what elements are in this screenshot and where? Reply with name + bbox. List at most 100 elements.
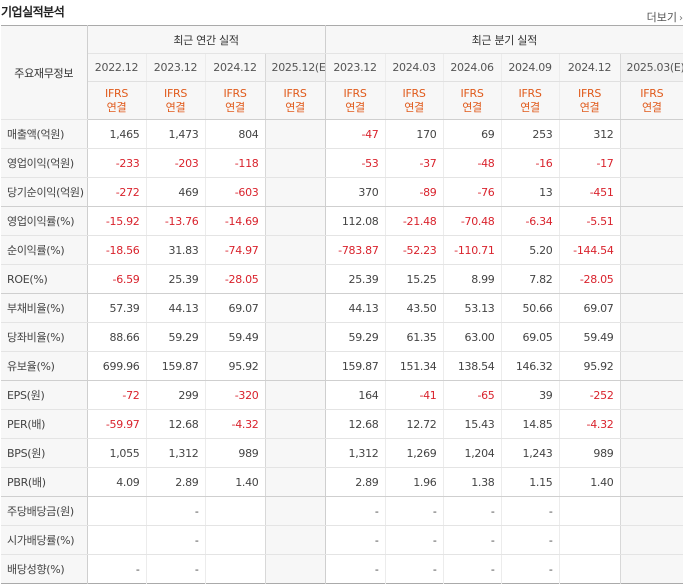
basis-quarterly-3: IFRS 연결 xyxy=(501,81,560,120)
table-cell xyxy=(265,119,326,149)
table-cell: - xyxy=(443,554,502,584)
table-cell: 7.82 xyxy=(501,264,560,294)
row-label: 배당성향(%) xyxy=(1,554,88,584)
period-quarterly-4: 2024.12 xyxy=(559,53,621,82)
table-cell: -15.92 xyxy=(87,206,147,236)
table-cell xyxy=(87,496,147,526)
more-label: 더보기 xyxy=(646,11,677,24)
table-row: PBR(배) 4.09 2.89 1.40 2.89 1.96 1.38 1.15 1.40 xyxy=(1,467,684,497)
period-annual-3: 2025.12(E) xyxy=(265,53,326,82)
table-cell: 4.09 xyxy=(87,467,147,497)
table-cell: -5.51 xyxy=(559,206,621,236)
row-label: 시가배당률(%) xyxy=(1,525,88,555)
table-cell: -18.56 xyxy=(87,235,147,265)
table-cell: 1.40 xyxy=(205,467,266,497)
basis-standard: IFRS xyxy=(518,86,542,100)
table-cell: 1,243 xyxy=(501,438,560,468)
table-cell: 69.07 xyxy=(205,293,266,323)
quarterly-group-label: 최근 분기 실적 xyxy=(325,25,684,54)
period-annual-1: 2023.12 xyxy=(146,53,206,82)
table-cell: 25.39 xyxy=(146,264,206,294)
table-cell: 15.43 xyxy=(443,409,502,439)
more-link[interactable]: 더보기 › xyxy=(647,9,683,25)
table-cell: -41 xyxy=(385,380,444,410)
table-cell xyxy=(87,525,147,555)
row-label: 주당배당금(원) xyxy=(1,496,88,526)
table-cell: - xyxy=(325,496,386,526)
table-cell: 12.68 xyxy=(325,409,386,439)
table-cell xyxy=(265,438,326,468)
table-cell: -89 xyxy=(385,177,444,207)
table-cell: 146.32 xyxy=(501,351,560,381)
table-cell xyxy=(205,525,266,555)
table-cell xyxy=(205,554,266,584)
basis-standard: IFRS xyxy=(164,86,187,100)
basis-standard: IFRS xyxy=(402,86,426,100)
period-quarterly-0: 2023.12 xyxy=(325,53,386,82)
row-label: PER(배) xyxy=(1,409,88,439)
table-cell: -28.05 xyxy=(559,264,621,294)
table-cell: -14.69 xyxy=(205,206,266,236)
row-label: BPS(원) xyxy=(1,438,88,468)
table-cell: -48 xyxy=(443,148,502,178)
table-cell: 95.92 xyxy=(205,351,266,381)
row-label: 당좌비율(%) xyxy=(1,322,88,352)
table-cell: 1,465 xyxy=(87,119,147,149)
table-cell: -52.23 xyxy=(385,235,444,265)
table-cell: -233 xyxy=(87,148,147,178)
table-cell: -272 xyxy=(87,177,147,207)
table-cell: 61.35 xyxy=(385,322,444,352)
table-cell xyxy=(620,409,684,439)
table-cell xyxy=(620,525,684,555)
table-cell xyxy=(265,322,326,352)
table-cell: -110.71 xyxy=(443,235,502,265)
table-row: EPS(원) -72 299 -320 164 -41 -65 39 -252 xyxy=(1,380,684,410)
table-row: 당좌비율(%) 88.66 59.29 59.49 59.29 61.35 63.00 69.… xyxy=(1,322,684,352)
table-cell xyxy=(620,438,684,468)
table-cell: 63.00 xyxy=(443,322,502,352)
table-row: 순이익률(%) -18.56 31.83 -74.97 -783.87 -52.23 -11… xyxy=(1,235,684,265)
table-cell: 59.49 xyxy=(559,322,621,352)
table-cell: 59.49 xyxy=(205,322,266,352)
table-cell: 44.13 xyxy=(146,293,206,323)
table-cell: 1.96 xyxy=(385,467,444,497)
table-cell xyxy=(620,322,684,352)
basis-standard: IFRS xyxy=(105,86,128,100)
table-cell: 159.87 xyxy=(325,351,386,381)
table-cell: - xyxy=(385,496,444,526)
table-cell xyxy=(620,206,684,236)
table-cell: 299 xyxy=(146,380,206,410)
basis-scope: 연결 xyxy=(225,100,245,114)
table-cell: -451 xyxy=(559,177,621,207)
table-cell: 88.66 xyxy=(87,322,147,352)
table-cell xyxy=(620,351,684,381)
table-cell: -65 xyxy=(443,380,502,410)
table-cell xyxy=(265,293,326,323)
table-cell: - xyxy=(325,554,386,584)
basis-scope: 연결 xyxy=(106,100,127,114)
basis-quarterly-5: IFRS 연결 xyxy=(620,81,684,120)
table-row: 영업이익(억원) -233 -203 -118 -53 -37 -48 -16 -17 xyxy=(1,148,684,178)
table-cell: -783.87 xyxy=(325,235,386,265)
basis-standard: IFRS xyxy=(578,86,602,100)
period-quarterly-5: 2025.03(E) xyxy=(620,53,684,82)
row-label: PBR(배) xyxy=(1,467,88,497)
section-title: 기업실적분석 xyxy=(1,5,65,19)
table-cell: - xyxy=(385,525,444,555)
table-row: 당기순이익(억원) -272 469 -603 370 -89 -76 13 -451 xyxy=(1,177,684,207)
row-label: 부채비율(%) xyxy=(1,293,88,323)
table-cell: 370 xyxy=(325,177,386,207)
basis-scope: 연결 xyxy=(462,100,482,114)
table-cell xyxy=(620,380,684,410)
table-cell: 57.39 xyxy=(87,293,147,323)
table-cell xyxy=(265,177,326,207)
basis-scope: 연결 xyxy=(579,100,600,114)
period-annual-0: 2022.12 xyxy=(87,53,147,82)
table-cell: 1.38 xyxy=(443,467,502,497)
table-cell: -72 xyxy=(87,380,147,410)
table-cell: -53 xyxy=(325,148,386,178)
table-cell xyxy=(265,235,326,265)
table-cell: 469 xyxy=(146,177,206,207)
table-cell: -118 xyxy=(205,148,266,178)
table-cell: 95.92 xyxy=(559,351,621,381)
